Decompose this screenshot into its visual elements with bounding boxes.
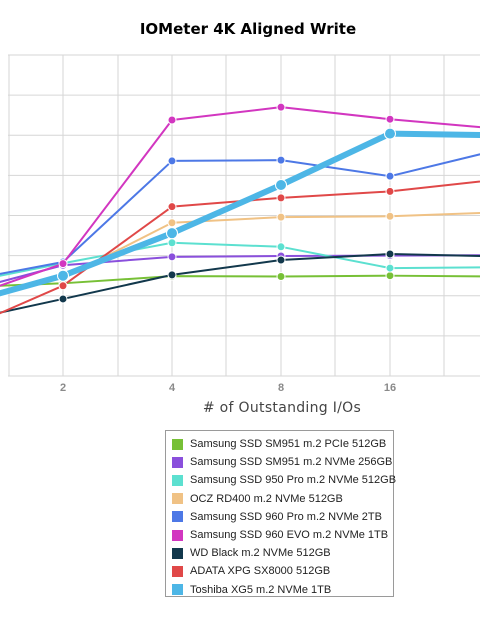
chart-legend: Samsung SSD SM951 m.2 PCIe 512GB Samsung … bbox=[165, 430, 397, 599]
legend-swatch bbox=[172, 474, 183, 486]
legend-label: Samsung SSD SM951 m.2 PCIe 512GB bbox=[190, 438, 387, 451]
data-point bbox=[167, 238, 177, 248]
legend-label: Toshiba XG5 m.2 NVMe 1TB bbox=[190, 583, 332, 596]
data-point bbox=[385, 249, 395, 259]
series-line bbox=[0, 274, 480, 287]
legend-item: Samsung SSD SM951 m.2 NVMe 256GB bbox=[172, 453, 393, 471]
data-point bbox=[385, 271, 395, 281]
legend-item: Samsung SSD 950 Pro m.2 NVMe 512GB bbox=[172, 471, 397, 489]
series-line bbox=[0, 241, 480, 277]
legend-swatch bbox=[172, 547, 183, 559]
data-point bbox=[385, 211, 395, 221]
data-point bbox=[385, 114, 395, 124]
x-axis-title: # of Outstanding I/Os bbox=[202, 400, 362, 416]
data-point bbox=[385, 186, 395, 196]
data-point bbox=[276, 212, 286, 222]
data-point bbox=[166, 227, 178, 240]
legend-label: OCZ RD400 m.2 NVMe 512GB bbox=[190, 492, 343, 505]
legend-swatch bbox=[172, 438, 183, 450]
data-point bbox=[276, 193, 286, 203]
legend-label: Samsung SSD 960 Pro m.2 NVMe 2TB bbox=[190, 510, 382, 523]
data-point bbox=[167, 156, 177, 166]
series-line bbox=[0, 130, 480, 297]
series-line bbox=[0, 180, 480, 315]
x-tick-label: 8 bbox=[278, 382, 284, 394]
series-line bbox=[0, 211, 480, 294]
series-line bbox=[0, 106, 480, 287]
legend-item: Toshiba XG5 m.2 NVMe 1TB bbox=[172, 581, 393, 599]
legend-item: WD Black m.2 NVMe 512GB bbox=[172, 544, 393, 562]
data-point bbox=[58, 259, 68, 269]
legend-label: ADATA XPG SX8000 512GB bbox=[190, 565, 331, 578]
data-point bbox=[167, 218, 177, 228]
legend-swatch bbox=[172, 565, 183, 577]
data-point bbox=[275, 179, 287, 192]
data-point bbox=[385, 171, 395, 181]
data-point bbox=[276, 242, 286, 252]
legend-swatch bbox=[172, 456, 183, 468]
x-tick-label: 16 bbox=[384, 382, 396, 394]
legend-item: Samsung SSD 960 Pro m.2 NVMe 2TB bbox=[172, 508, 393, 526]
legend-label: Samsung SSD 960 EVO m.2 NVMe 1TB bbox=[190, 529, 389, 542]
legend-swatch bbox=[172, 511, 183, 523]
legend-label: Samsung SSD 950 Pro m.2 NVMe 512GB bbox=[190, 474, 397, 487]
legend-item: Samsung SSD SM951 m.2 PCIe 512GB bbox=[172, 435, 393, 453]
x-tick-label: 2 bbox=[60, 382, 66, 394]
legend-label: WD Black m.2 NVMe 512GB bbox=[190, 547, 331, 560]
data-point bbox=[167, 270, 177, 280]
data-point bbox=[385, 263, 395, 273]
data-point bbox=[167, 115, 177, 125]
series-group bbox=[0, 102, 480, 315]
data-point bbox=[276, 102, 286, 112]
legend-swatch bbox=[172, 584, 183, 596]
data-point bbox=[167, 252, 177, 262]
legend-item: ADATA XPG SX8000 512GB bbox=[172, 562, 393, 580]
legend-item: OCZ RD400 m.2 NVMe 512GB bbox=[172, 490, 393, 508]
data-point bbox=[58, 281, 68, 291]
chart-title: IOMeter 4K Aligned Write bbox=[139, 20, 357, 38]
legend-label: Samsung SSD SM951 m.2 NVMe 256GB bbox=[190, 456, 393, 469]
x-tick-label: 4 bbox=[169, 382, 176, 394]
data-point bbox=[276, 271, 286, 281]
data-point bbox=[276, 255, 286, 265]
data-point bbox=[57, 269, 69, 282]
series-line bbox=[0, 253, 480, 314]
data-point bbox=[384, 127, 396, 140]
data-point bbox=[58, 294, 68, 304]
series-line bbox=[0, 153, 480, 275]
data-point bbox=[167, 202, 177, 212]
legend-item: Samsung SSD 960 EVO m.2 NVMe 1TB bbox=[172, 526, 393, 544]
data-point bbox=[276, 155, 286, 165]
legend-swatch bbox=[172, 493, 183, 505]
legend-swatch bbox=[172, 529, 183, 541]
